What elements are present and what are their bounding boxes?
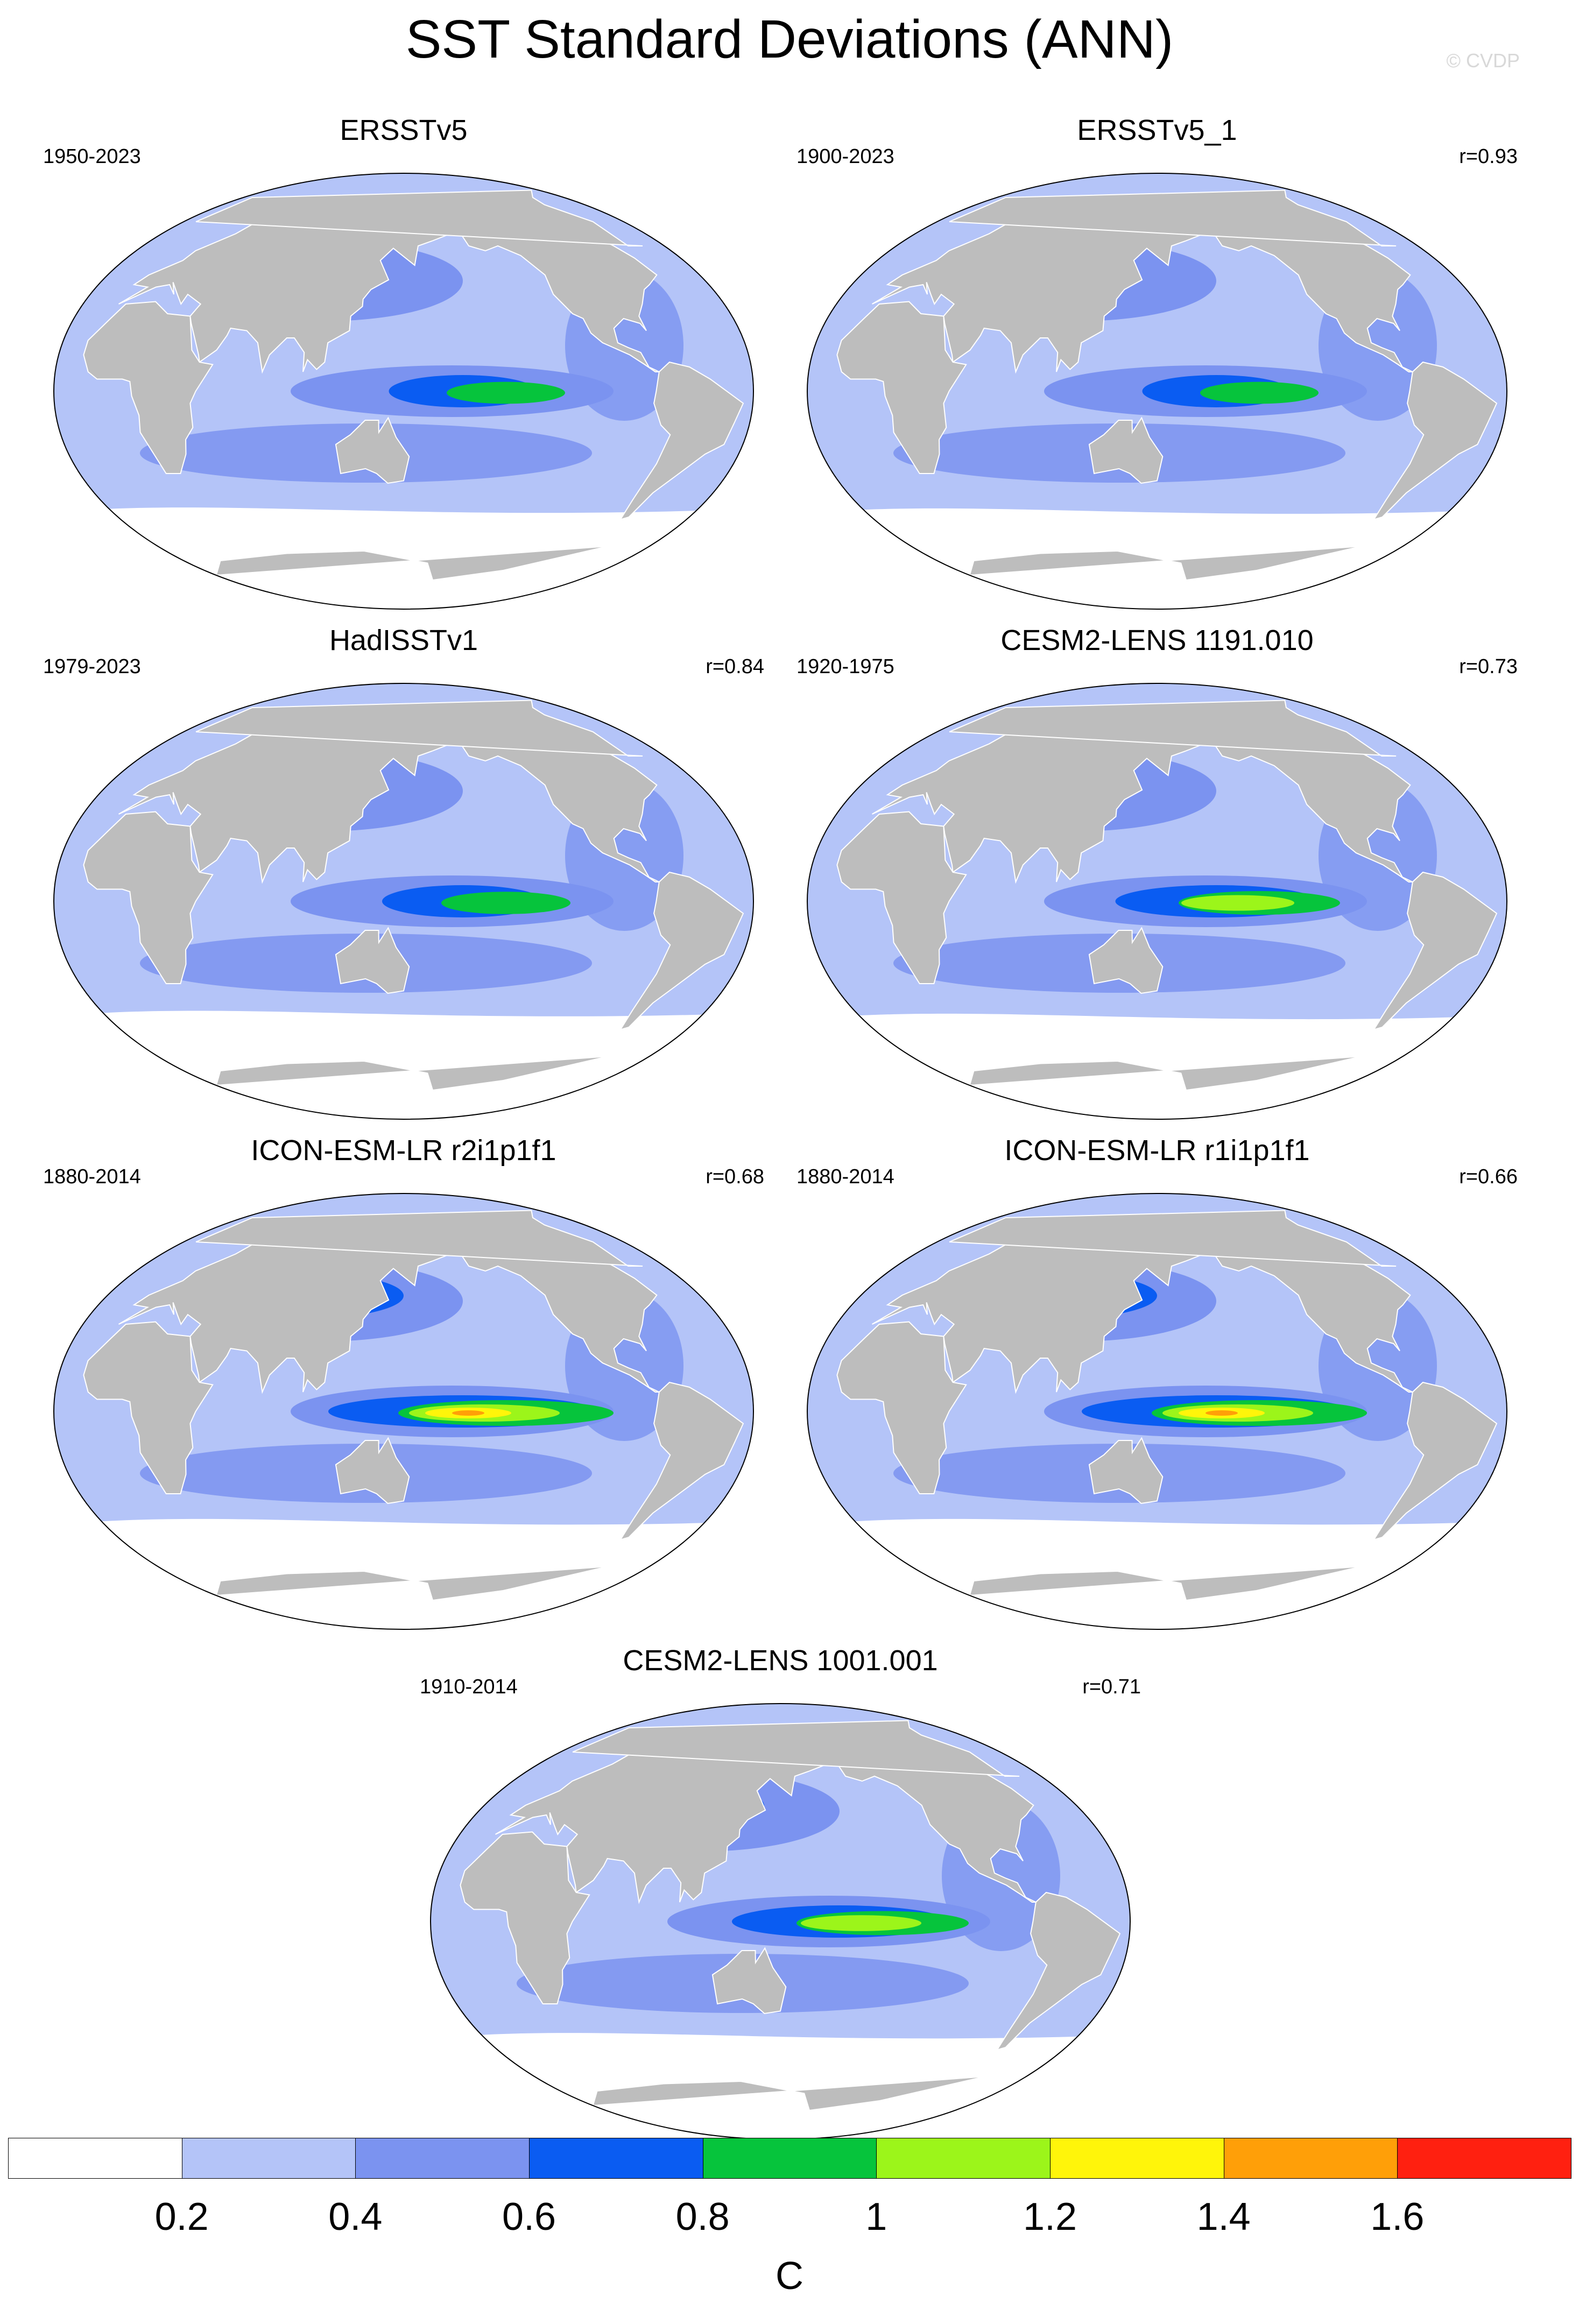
pattern-correlation: r=0.73 [1459,655,1518,678]
panel-period: 1880-2014 [796,1165,894,1188]
colorbar-segment [355,2138,530,2179]
land-antarctica [592,2076,986,2139]
land-australia [335,416,410,484]
land-africa [836,811,967,984]
land-antarctica [215,1056,609,1119]
map-panel: CESM2-LENS 1191.010 1920-1975 r=0.73 [796,624,1518,1120]
land-antarctica [215,546,609,609]
colorbar-tick-label: 0.4 [328,2195,383,2238]
land-samerica [996,1891,1121,2051]
colorbar-tick-label: 1.4 [1196,2195,1251,2238]
colorbar-tick-label: 1.2 [1023,2195,1077,2238]
colorbar-tick-label: 0.8 [675,2195,730,2238]
colorbar-segment [1223,2138,1398,2179]
colorbar-unit: C [776,2255,803,2298]
land-samerica [1372,871,1498,1031]
pattern-correlation: r=0.93 [1459,145,1518,168]
panel-period: 1950-2023 [43,145,141,168]
sst-stddev-map [53,1193,754,1630]
land-australia [335,927,410,994]
land-africa [836,301,967,474]
map-panel: HadISSTv1 1979-2023 r=0.84 [43,624,764,1120]
land-australia [1088,416,1164,484]
pattern-correlation: r=0.68 [706,1165,764,1188]
land-africa [836,1321,967,1494]
land-samerica [1372,1381,1498,1541]
panel-title: HadISSTv1 [329,624,478,656]
colorbar-tick-label: 0.2 [154,2195,209,2238]
panel-period: 1880-2014 [43,1165,141,1188]
panel-period: 1910-2014 [420,1676,518,1698]
panel-title: ERSSTv5_1 [1077,114,1237,146]
land-australia [1088,1437,1164,1504]
land-africa [83,301,214,474]
land-greenland [195,1210,643,1267]
panel-title: CESM2-LENS 1191.010 [1000,624,1314,656]
colorbar-tick-label: 1.6 [1370,2195,1425,2238]
figure-title: SST Standard Deviations (ANN) [405,9,1174,69]
land-africa [460,1831,590,2004]
sst-stddev-map [53,683,754,1120]
land-africa [83,811,214,984]
colorbar-tick-label: 1 [865,2195,887,2238]
colorbar-segment [1397,2138,1571,2179]
land-greenland [572,1720,1020,1777]
map-panel: CESM2-LENS 1001.001 1910-2014 r=0.71 [420,1644,1141,2140]
sst-stddev-map [807,1193,1507,1630]
colorbar-segment [8,2138,182,2179]
land-samerica [1372,361,1498,521]
land-antarctica [969,1056,1363,1119]
sst-stddev-map [53,173,754,610]
land-africa [83,1321,214,1494]
colorbar-segment [181,2138,356,2179]
colorbar-segment [529,2138,703,2179]
cvdp-credit: © CVDP [1446,50,1520,72]
sst-stddev-map [807,683,1507,1120]
map-panel: ERSSTv5 1950-2023 [43,114,764,610]
map-panel: ICON-ESM-LR r1i1p1f1 1880-2014 r=0.66 [796,1134,1518,1630]
map-panel: ERSSTv5_1 1900-2023 r=0.93 [796,114,1518,610]
panel-title: ICON-ESM-LR r2i1p1f1 [251,1134,556,1167]
land-antarctica [969,1566,1363,1629]
land-antarctica [969,546,1363,609]
colorbar-segment [1050,2138,1224,2179]
land-australia [1088,927,1164,994]
panel-period: 1920-1975 [796,655,894,678]
land-antarctica [215,1566,609,1629]
panel-title: ICON-ESM-LR r1i1p1f1 [1004,1134,1310,1167]
land-samerica [619,871,744,1031]
panel-period: 1979-2023 [43,655,141,678]
map-panel: ICON-ESM-LR r2i1p1f1 1880-2014 r=0.68 [43,1134,764,1630]
sst-stddev-map [430,1703,1131,2140]
land-greenland [195,189,643,246]
panel-title: CESM2-LENS 1001.001 [623,1644,938,1677]
colorbar [8,2138,1571,2180]
land-greenland [949,189,1397,246]
pattern-correlation: r=0.66 [1459,1165,1518,1188]
land-greenland [949,1210,1397,1267]
panel-period: 1900-2023 [796,145,894,168]
land-australia [335,1437,410,1504]
colorbar-segment [702,2138,877,2179]
colorbar-tick-label: 0.6 [502,2195,556,2238]
pattern-correlation: r=0.84 [706,655,764,678]
land-greenland [195,700,643,757]
land-samerica [619,1381,744,1541]
land-samerica [619,361,744,521]
panel-title: ERSSTv5 [340,114,468,146]
pattern-correlation: r=0.71 [1082,1676,1141,1698]
land-greenland [949,700,1397,757]
sst-stddev-map [807,173,1507,610]
colorbar-segment [876,2138,1051,2179]
land-australia [711,1947,787,2015]
